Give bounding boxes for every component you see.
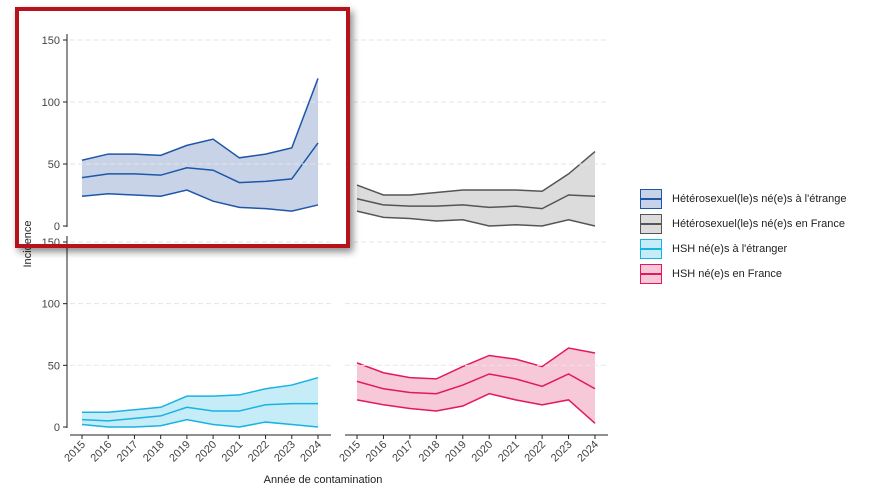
x-tick-label: 2017: [390, 439, 416, 465]
legend-item: Hétérosexuel(le)s né(e)s à l'étrange: [640, 186, 847, 211]
x-tick-label: 2018: [141, 439, 167, 465]
y-tick-label: 150: [42, 237, 60, 249]
confidence-band: [357, 151, 595, 226]
confidence-band: [357, 348, 595, 424]
legend-label: Hétérosexuel(le)s né(e)s en France: [672, 217, 846, 230]
y-tick-label: 50: [48, 360, 60, 372]
y-tick-label: 0: [54, 422, 60, 434]
legend-key: [640, 238, 662, 259]
upper-bound-line: [356, 347, 596, 380]
x-tick-label: 2023: [272, 439, 298, 465]
x-tick-label: 2015: [337, 439, 363, 465]
x-tick-label: 2022: [246, 439, 272, 465]
confidence-band: [82, 377, 318, 427]
x-tick-label: 2021: [220, 439, 246, 465]
confidence-band: [82, 78, 318, 212]
x-tick-label: 2024: [298, 439, 324, 465]
legend: Hétérosexuel(le)s né(e)s à l'étrange Hét…: [640, 186, 847, 286]
x-tick-label: 2020: [470, 439, 496, 465]
upper-bound-line: [82, 376, 319, 413]
x-tick-label: 2019: [167, 439, 193, 465]
lower-bound-line: [356, 210, 596, 227]
y-tick-label: 100: [42, 97, 60, 109]
x-tick-label: 2021: [496, 439, 522, 465]
x-tick-label: 2020: [193, 439, 219, 465]
legend-label: HSH né(e)s à l'étranger: [672, 242, 788, 255]
x-tick-label: 2016: [364, 439, 390, 465]
legend-key: [640, 213, 662, 234]
estimate-line: [81, 142, 319, 184]
legend-item: HSH né(e)s à l'étranger: [640, 236, 847, 261]
upper-bound-line: [356, 151, 596, 196]
estimate-line: [356, 194, 596, 210]
lower-bound-line: [81, 418, 319, 428]
x-tick-label: 2022: [522, 439, 548, 465]
legend-key: [640, 263, 662, 284]
x-tick-label: 2024: [575, 439, 601, 465]
x-axis-title: Année de contamination: [264, 474, 383, 486]
x-tick-label: 2018: [417, 439, 443, 465]
legend-label: Hétérosexuel(le)s né(e)s à l'étrange: [672, 192, 847, 205]
legend-item: Hétérosexuel(le)s né(e)s en France: [640, 211, 847, 236]
lower-bound-line: [356, 392, 596, 424]
lower-bound-line: [81, 189, 319, 212]
y-tick-label: 150: [42, 35, 60, 47]
legend-key: [640, 188, 662, 209]
legend-label: HSH né(e)s en France: [672, 267, 783, 280]
estimate-line: [356, 373, 596, 395]
upper-bound-line: [81, 78, 319, 162]
legend-item: HSH né(e)s en France: [640, 261, 847, 286]
x-tick-label: 2017: [115, 439, 141, 465]
x-tick-label: 2023: [549, 439, 575, 465]
y-axis-title: Incidence: [22, 220, 34, 267]
y-tick-label: 50: [48, 159, 60, 171]
x-tick-label: 2019: [443, 439, 469, 465]
y-tick-label: 0: [54, 221, 60, 233]
estimate-line: [81, 402, 318, 422]
x-tick-label: 2015: [62, 439, 88, 465]
y-tick-label: 100: [42, 299, 60, 311]
x-tick-label: 2016: [89, 439, 115, 465]
